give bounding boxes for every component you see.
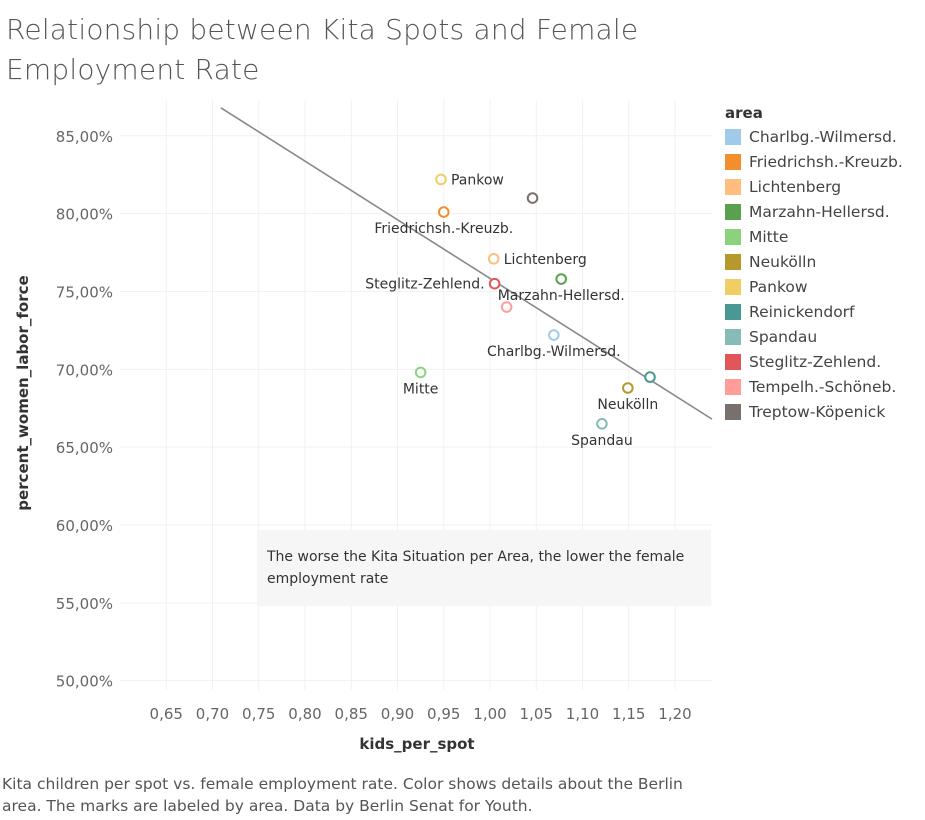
legend-item[interactable]: Pankow (725, 274, 925, 299)
legend-item[interactable]: Charlbg.-Wilmersd. (725, 124, 925, 149)
legend-item[interactable]: Reinickendorf (725, 299, 925, 324)
legend-swatch (725, 253, 741, 270)
legend-label: Neukölln (749, 252, 817, 271)
legend-swatch (725, 153, 741, 170)
point-label: Pankow (451, 172, 504, 188)
x-tick-label: 0,90 (381, 705, 414, 723)
annotation-box: The worse the Kita Situation per Area, t… (257, 530, 711, 606)
legend-swatch (725, 178, 741, 195)
legend-swatch (725, 128, 741, 145)
legend-label: Marzahn-Hellersd. (749, 202, 890, 221)
point-label: Steglitz-Zehlend. (365, 277, 484, 293)
legend-item[interactable]: Mitte (725, 224, 925, 249)
y-axis-label: percent_women_labor_force (14, 275, 32, 510)
legend-label: Tempelh.-Schöneb. (749, 377, 897, 396)
legend-item[interactable]: Lichtenberg (725, 174, 925, 199)
trend-line (220, 107, 713, 420)
x-tick-label: 0,75 (242, 705, 275, 723)
legend-swatch (725, 303, 741, 320)
legend-label: Friedrichsh.-Kreuzb. (749, 152, 903, 171)
legend-swatch (725, 203, 741, 220)
legend-swatch (725, 228, 741, 245)
legend-item[interactable]: Neukölln (725, 249, 925, 274)
data-point[interactable] (622, 382, 634, 394)
legend: area Charlbg.-Wilmersd. Friedrichsh.-Kreu… (725, 104, 925, 424)
x-tick-label: 1,15 (612, 705, 645, 723)
data-point[interactable] (487, 252, 500, 265)
legend-items: Charlbg.-Wilmersd. Friedrichsh.-Kreuzb. Li… (725, 124, 925, 424)
legend-item[interactable]: Marzahn-Hellersd. (725, 199, 925, 224)
point-label: Lichtenberg (504, 252, 587, 268)
legend-label: Steglitz-Zehlend. (749, 352, 882, 371)
point-label: Neukölln (597, 397, 658, 413)
x-axis-ticks: 0,65 0,70 0,75 0,80 0,85 0,90 0,95 1,00 1,05 1,10… (150, 705, 692, 723)
x-tick-label: 0,80 (288, 705, 321, 723)
x-tick-label: 1,10 (566, 705, 599, 723)
x-tick-label: 0,85 (335, 705, 368, 723)
legend-item[interactable]: Treptow-Köpenick (725, 399, 925, 424)
y-tick-label: 60,00% (56, 517, 113, 535)
legend-item[interactable]: Steglitz-Zehlend. (725, 349, 925, 374)
point-label: Mitte (403, 381, 439, 397)
legend-item[interactable]: Spandau (725, 324, 925, 349)
legend-item[interactable]: Tempelh.-Schöneb. (725, 374, 925, 399)
legend-swatch (725, 353, 741, 370)
legend-item[interactable]: Friedrichsh.-Kreuzb. (725, 149, 925, 174)
legend-swatch (725, 328, 741, 345)
point-label: Marzahn-Hellersd. (498, 288, 625, 304)
y-tick-label: 75,00% (56, 283, 113, 301)
legend-label: Charlbg.-Wilmersd. (749, 127, 897, 146)
data-point[interactable] (526, 192, 539, 204)
point-label: Spandau (571, 433, 633, 449)
legend-title: area (725, 104, 763, 122)
data-point[interactable] (437, 206, 450, 218)
y-tick-label: 70,00% (56, 361, 113, 379)
x-tick-label: 0,65 (150, 705, 183, 723)
legend-label: Reinickendorf (749, 302, 855, 321)
x-tick-label: 0,70 (196, 705, 229, 723)
legend-label: Spandau (749, 327, 818, 346)
data-points (414, 173, 656, 430)
point-label: Charlbg.-Wilmersd. (487, 344, 621, 360)
data-point[interactable] (488, 277, 501, 290)
data-point[interactable] (414, 366, 427, 379)
y-tick-label: 65,00% (56, 439, 113, 457)
data-point[interactable] (644, 371, 656, 383)
legend-swatch (725, 278, 741, 295)
y-tick-label: 85,00% (56, 128, 113, 146)
data-point[interactable] (435, 173, 447, 186)
x-tick-label: 1,00 (473, 705, 506, 723)
legend-label: Lichtenberg (749, 177, 842, 196)
x-tick-label: 1,05 (520, 705, 553, 723)
point-label: Friedrichsh.-Kreuzb. (374, 221, 513, 237)
x-tick-label: 0,95 (427, 705, 460, 723)
y-tick-label: 55,00% (56, 595, 113, 613)
caption: Kita children per spot vs. female employ… (2, 775, 683, 815)
point-labels: Pankow Friedrichsh.-Kreuzb. Lichtenberg Mar… (365, 172, 658, 448)
legend-label: Treptow-Köpenick (749, 402, 886, 421)
x-axis-label: kids_per_spot (359, 735, 474, 753)
legend-swatch (725, 403, 741, 420)
y-axis-ticks: 50,00% 55,00% 60,00% 65,00% 70,00% 75,00% 80,0… (56, 128, 113, 691)
data-point[interactable] (555, 273, 568, 285)
data-point[interactable] (548, 329, 560, 341)
legend-label: Pankow (749, 277, 808, 296)
legend-swatch (725, 378, 741, 395)
x-tick-label: 1,20 (658, 705, 691, 723)
chart-title: Relationship between Kita Spots and Fema… (6, 13, 639, 86)
data-point[interactable] (596, 417, 608, 430)
y-tick-label: 80,00% (56, 206, 113, 224)
y-tick-label: 50,00% (56, 673, 113, 691)
legend-label: Mitte (749, 227, 789, 246)
data-point[interactable] (500, 301, 513, 313)
